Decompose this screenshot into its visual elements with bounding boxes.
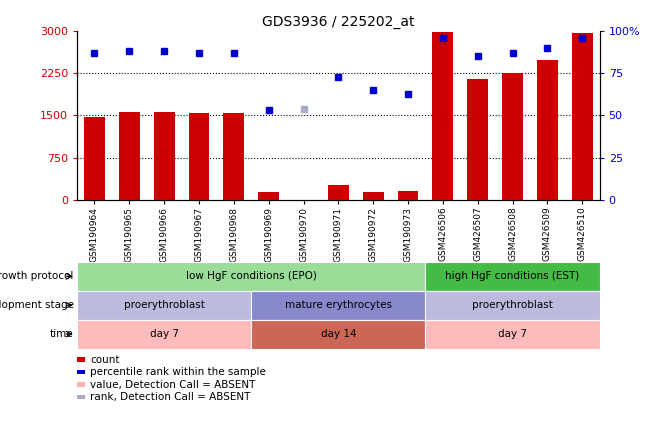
Bar (188, 113, 210, 200)
Text: proerythroblast: proerythroblast (124, 300, 204, 310)
Text: mature erythrocytes: mature erythrocytes (285, 300, 392, 310)
Bar (397, 190, 419, 200)
Bar (362, 192, 384, 200)
Bar (84, 117, 105, 200)
Bar (153, 112, 175, 200)
Bar (502, 73, 523, 200)
Text: development stage: development stage (0, 300, 74, 310)
Bar (425, 291, 600, 320)
Bar (432, 32, 454, 200)
Bar (119, 112, 140, 200)
Title: GDS3936 / 225202_at: GDS3936 / 225202_at (262, 15, 415, 29)
Text: day 14: day 14 (320, 329, 356, 339)
Text: value, Detection Call = ABSENT: value, Detection Call = ABSENT (90, 380, 256, 389)
Text: time: time (50, 329, 74, 339)
Text: day 7: day 7 (149, 329, 179, 339)
Bar (77, 320, 251, 349)
Text: count: count (90, 355, 120, 365)
Bar (251, 320, 425, 349)
Bar (251, 291, 425, 320)
Bar (537, 60, 558, 200)
Bar (258, 193, 279, 200)
Text: proerythroblast: proerythroblast (472, 300, 553, 310)
Text: day 7: day 7 (498, 329, 527, 339)
Text: rank, Detection Call = ABSENT: rank, Detection Call = ABSENT (90, 392, 251, 402)
Text: growth protocol: growth protocol (0, 271, 74, 281)
Bar (328, 185, 349, 200)
Bar (467, 79, 488, 200)
Bar (425, 320, 600, 349)
Bar (77, 291, 251, 320)
Bar (425, 262, 600, 291)
Text: high HgF conditions (EST): high HgF conditions (EST) (446, 271, 580, 281)
Text: percentile rank within the sample: percentile rank within the sample (90, 367, 266, 377)
Bar (572, 33, 593, 200)
Text: low HgF conditions (EPO): low HgF conditions (EPO) (186, 271, 317, 281)
Bar (223, 113, 245, 200)
Bar (77, 262, 425, 291)
